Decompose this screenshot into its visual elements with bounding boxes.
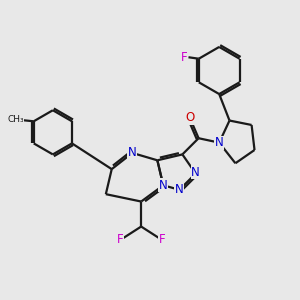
Text: N: N — [175, 183, 184, 196]
Text: N: N — [159, 179, 168, 192]
Text: N: N — [215, 136, 224, 149]
Text: O: O — [185, 111, 194, 124]
Text: F: F — [158, 233, 165, 246]
Text: N: N — [128, 146, 137, 159]
Text: F: F — [117, 233, 124, 246]
Text: F: F — [181, 51, 188, 64]
Text: CH₃: CH₃ — [7, 115, 24, 124]
Text: N: N — [191, 166, 200, 178]
